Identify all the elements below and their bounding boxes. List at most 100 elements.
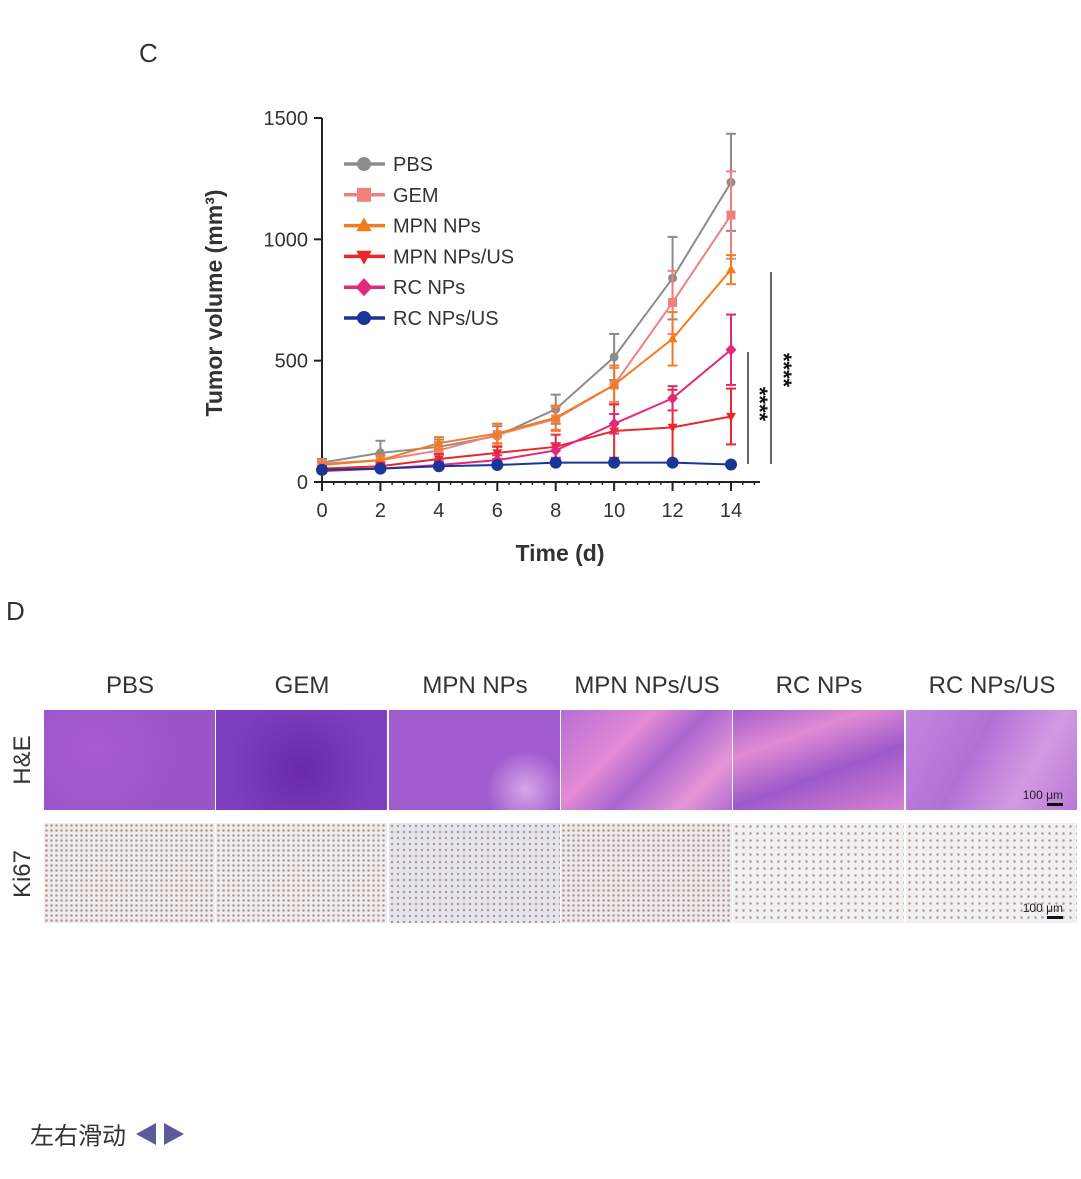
series-rc-nps-us xyxy=(316,456,737,476)
y-tick-label: 500 xyxy=(275,351,308,373)
data-point xyxy=(667,423,678,433)
data-point xyxy=(374,462,387,475)
ki67-image-mpn-nps-us xyxy=(561,823,732,923)
y-tick-label: 1000 xyxy=(264,229,309,251)
series-line xyxy=(321,415,732,470)
x-tick-label: 14 xyxy=(720,500,742,522)
data-point xyxy=(549,456,562,469)
series-line xyxy=(321,269,732,467)
series-line xyxy=(321,214,732,465)
series-mpn-nps xyxy=(317,254,736,469)
x-tick-label: 4 xyxy=(433,500,444,522)
y-tick-label: 1500 xyxy=(264,108,309,130)
data-point xyxy=(666,456,679,469)
he-image-rc-nps xyxy=(733,710,904,810)
legend-label: RC NPs/US xyxy=(393,308,499,330)
row-label-he: H&E xyxy=(9,735,36,785)
triangle-left-icon[interactable] xyxy=(136,1122,156,1145)
data-point xyxy=(608,456,621,469)
y-tick-label: 0 xyxy=(297,472,308,494)
data-point xyxy=(668,297,678,307)
ki67-image-rc-nps xyxy=(733,823,904,923)
ki67-image-pbs xyxy=(44,823,215,923)
scale-bar: 100 μm xyxy=(1023,788,1063,806)
legend-marker xyxy=(355,278,373,297)
legend-marker xyxy=(357,311,371,325)
legend-item: PBS xyxy=(344,154,433,176)
panel-c-label: C xyxy=(139,38,158,68)
legend-marker xyxy=(356,250,372,265)
column-label-gem: GEM xyxy=(274,672,330,699)
data-point xyxy=(491,459,504,472)
data-point xyxy=(433,437,444,447)
data-point xyxy=(492,449,503,459)
he-image-mpn-nps-us xyxy=(561,710,732,810)
column-label-rc-nps-us: RC NPs/US xyxy=(928,672,1056,699)
ki67-image-gem xyxy=(216,823,387,923)
row-label-ki67: Ki67 xyxy=(9,849,36,899)
ki67-image-mpn-nps xyxy=(389,823,560,923)
significance-stars-inner: **** xyxy=(747,387,772,422)
significance-stars-outer: **** xyxy=(771,353,796,388)
swipe-hint-text: 左右滑动 xyxy=(30,1122,126,1150)
data-point xyxy=(375,454,386,464)
column-label-mpn-nps: MPN NPs xyxy=(422,672,528,699)
he-image-pbs xyxy=(44,710,215,810)
he-image-mpn-nps xyxy=(389,710,560,810)
data-point xyxy=(726,412,736,422)
he-image-gem xyxy=(216,710,387,810)
series-line xyxy=(321,181,732,464)
scale-bar: 100 μm xyxy=(1023,901,1063,919)
tumor-volume-chart: 0 500 1000 1500 0 2 4 6 8 10 12 14 Time (d) Tumor vol… xyxy=(201,108,796,566)
scale-bar-label: 100 μm xyxy=(1022,901,1063,915)
data-point xyxy=(432,460,445,473)
series-line xyxy=(321,461,732,471)
legend-label: MPN NPs/US xyxy=(393,246,514,268)
legend-label: RC NPs xyxy=(393,277,465,299)
x-tick-label: 12 xyxy=(661,500,683,522)
data-point xyxy=(492,428,503,438)
column-label-pbs: PBS xyxy=(105,672,155,699)
data-point xyxy=(726,264,736,274)
data-point xyxy=(550,412,561,422)
he-image-rc-nps-us: 100 μm xyxy=(906,710,1077,810)
legend-label: PBS xyxy=(393,154,433,176)
data-point xyxy=(725,458,737,471)
legend-marker xyxy=(357,157,371,171)
legend-item: RC NPs/US xyxy=(344,308,499,330)
column-label-mpn-nps-us: MPN NPs/US xyxy=(574,672,720,699)
x-tick-label: 8 xyxy=(550,500,561,522)
data-point xyxy=(725,343,737,356)
legend-item: RC NPs xyxy=(344,277,465,299)
legend-item: MPN NPs/US xyxy=(344,246,514,268)
data-point xyxy=(667,333,678,343)
triangle-right-icon[interactable] xyxy=(164,1122,184,1145)
legend-item: GEM xyxy=(344,185,439,207)
swipe-hint: 左右滑动 xyxy=(30,1116,192,1151)
data-point xyxy=(726,210,736,220)
data-point xyxy=(609,379,620,389)
scale-bar-line xyxy=(1047,916,1063,919)
x-tick-label: 2 xyxy=(375,500,386,522)
data-point xyxy=(316,463,328,476)
data-point xyxy=(609,352,619,362)
x-tick-label: 6 xyxy=(492,500,503,522)
ki67-image-rc-nps-us: 100 μm xyxy=(906,823,1077,923)
x-tick-label: 0 xyxy=(316,500,327,522)
x-axis-label: Time (d) xyxy=(515,540,604,566)
data-point xyxy=(550,444,562,457)
x-tick-label: 10 xyxy=(603,500,625,522)
legend-label: GEM xyxy=(393,185,439,207)
y-axis-label: Tumor volume (mm³) xyxy=(201,189,227,416)
column-label-rc-nps: RC NPs xyxy=(775,672,863,699)
legend-label: MPN NPs xyxy=(393,216,481,238)
data-point xyxy=(667,392,678,405)
legend-marker xyxy=(356,217,372,232)
scale-bar-line xyxy=(1047,803,1063,806)
panel-d-label: D xyxy=(6,596,25,626)
legend-item: MPN NPs xyxy=(344,216,481,238)
legend-marker xyxy=(357,187,371,202)
data-point xyxy=(608,417,620,430)
data-point xyxy=(434,445,444,455)
scale-bar-label: 100 μm xyxy=(1022,788,1063,802)
